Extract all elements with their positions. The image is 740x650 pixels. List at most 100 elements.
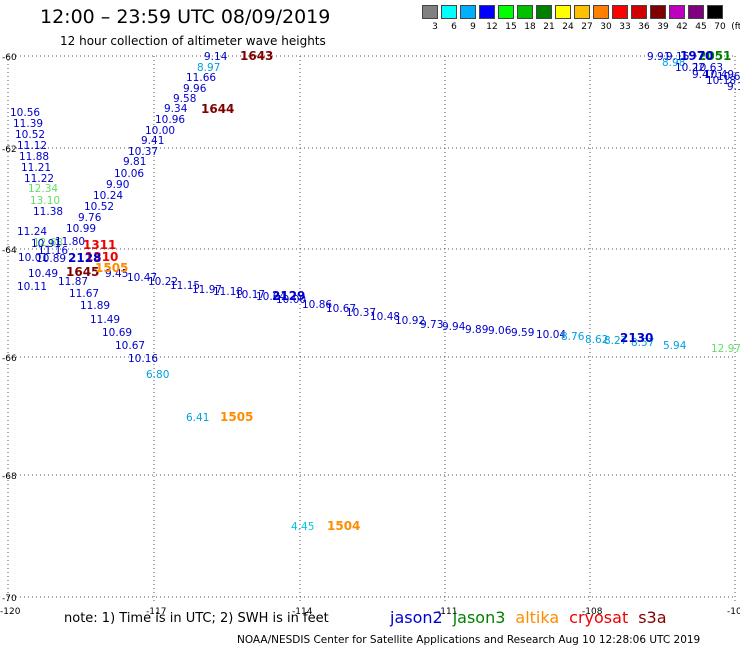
wave-height-value: 10.37 bbox=[346, 307, 376, 319]
wave-height-value: 10.06 bbox=[114, 168, 144, 180]
units-note: note: 1) Time is in UTC; 2) SWH is in fe… bbox=[64, 611, 329, 626]
wave-height-value: 10.64 bbox=[256, 291, 286, 303]
color-scale-label: 18 bbox=[524, 22, 536, 32]
color-swatch bbox=[460, 5, 476, 19]
wave-height-value: 9.90 bbox=[106, 179, 129, 191]
wave-height-value: 12.63 bbox=[33, 237, 63, 249]
color-scale-label: 45 bbox=[695, 22, 707, 32]
wave-height-value: 10.16 bbox=[128, 353, 158, 365]
color-swatch bbox=[517, 5, 533, 19]
wave-height-observations: 9.148.9711.669.969.589.3410.9610.009.411… bbox=[10, 51, 740, 533]
wave-height-value: 9.73 bbox=[420, 319, 443, 331]
wave-height-value: 10.04 bbox=[536, 329, 566, 341]
wave-height-value: 10.67 bbox=[115, 340, 145, 352]
wave-height-value: 8.57 bbox=[631, 337, 654, 349]
color-scale-label: 15 bbox=[505, 22, 517, 32]
color-scale-label: 36 bbox=[638, 22, 650, 32]
pass-time-label: 2051 bbox=[698, 49, 731, 63]
longitude-label: -111 bbox=[437, 607, 457, 617]
wave-height-value: 10.00 bbox=[145, 125, 175, 137]
wave-height-value: 8.76 bbox=[561, 331, 585, 343]
wave-height-value: 8.62 bbox=[585, 334, 608, 346]
wave-height-value: 12.97 bbox=[711, 343, 740, 355]
color-swatch bbox=[593, 5, 609, 19]
wave-height-value: 10.49 bbox=[704, 69, 734, 81]
latitude-label: -70 bbox=[2, 594, 17, 604]
wave-height-value: 11.21 bbox=[21, 162, 51, 174]
latitude-label: -62 bbox=[2, 145, 17, 155]
wave-height-value: 10.61 bbox=[717, 71, 740, 83]
satellite-legend: jason2 jason3 altika cryosat s3a bbox=[390, 608, 677, 627]
wave-height-value: 10.37 bbox=[128, 146, 158, 158]
legend-item-altika: altika bbox=[515, 608, 560, 627]
legend-item-cryosat: cryosat bbox=[569, 608, 629, 627]
longitude-label: -108 bbox=[582, 607, 603, 617]
wave-height-value: 9.59 bbox=[511, 327, 534, 339]
longitude-label: -105 bbox=[727, 607, 740, 617]
wave-height-value: 9.45 bbox=[105, 268, 128, 280]
wave-height-value: 5.94 bbox=[663, 340, 687, 352]
wave-height-value: 9.91 bbox=[647, 51, 670, 63]
pass-time-label: 1505 bbox=[95, 261, 128, 275]
wave-height-value: 11.16 bbox=[38, 245, 68, 257]
longitude-label: -114 bbox=[292, 607, 313, 617]
wave-height-value: 9.89 bbox=[465, 324, 488, 336]
pass-time-label: 1311 bbox=[83, 238, 116, 252]
color-swatch bbox=[631, 5, 647, 19]
color-scale-label: 39 bbox=[657, 22, 669, 32]
wave-height-value: 10.18 bbox=[706, 75, 736, 87]
wave-height-value: 11.18 bbox=[213, 286, 243, 298]
wave-height-value: 10.01 bbox=[18, 252, 48, 264]
color-swatch bbox=[441, 5, 457, 19]
pass-time-label: 1310 bbox=[85, 250, 118, 264]
wave-height-value: 10.91 bbox=[31, 238, 61, 250]
wave-height-value: 8.97 bbox=[197, 62, 220, 74]
latitude-label: -68 bbox=[2, 472, 17, 482]
wave-height-value: 10.47 bbox=[127, 272, 157, 284]
color-scale-label: 21 bbox=[543, 22, 555, 32]
legend-item-jason3: jason3 bbox=[452, 608, 506, 627]
color-scale-label: 6 bbox=[451, 22, 457, 32]
wave-height-value: 9.47 bbox=[692, 69, 715, 81]
wave-height-value: 10.99 bbox=[66, 223, 96, 235]
color-swatch bbox=[422, 5, 438, 19]
wave-height-value: 11.87 bbox=[58, 276, 88, 288]
color-scale-label: 30 bbox=[600, 22, 612, 32]
wave-height-value: 10.89 bbox=[36, 253, 66, 265]
wave-height-value: 10.22 bbox=[675, 62, 705, 74]
pass-time-label: 1505 bbox=[220, 410, 253, 424]
wave-height-value: 10.69 bbox=[102, 327, 132, 339]
pass-time-label: 2130 bbox=[620, 331, 653, 345]
wave-height-value: 10.00 bbox=[276, 294, 306, 306]
longitude-label: -117 bbox=[146, 607, 166, 617]
longitude-label: -120 bbox=[0, 607, 21, 617]
color-scale-label: 33 bbox=[619, 22, 631, 32]
color-swatch bbox=[555, 5, 571, 19]
wave-height-value: 9.34 bbox=[164, 103, 188, 115]
color-swatch bbox=[536, 5, 552, 19]
wave-height-value: 11.89 bbox=[80, 300, 110, 312]
color-scale-label: 42 bbox=[676, 22, 688, 32]
wave-height-value: 11.12 bbox=[17, 140, 47, 152]
pass-time-label: 1645 bbox=[66, 265, 99, 279]
map-title: 12:00 – 23:59 UTC 08/09/2019 bbox=[40, 6, 331, 28]
color-swatch bbox=[479, 5, 495, 19]
wave-height-value: 11.15 bbox=[170, 280, 200, 292]
pass-time-label: 2128 bbox=[68, 251, 101, 265]
wave-height-value: 10.52 bbox=[15, 129, 45, 141]
wave-height-value: 10.86 bbox=[302, 299, 332, 311]
color-scale-label: 24 bbox=[562, 22, 574, 32]
wave-height-value: 11.49 bbox=[90, 314, 120, 326]
color-swatch bbox=[688, 5, 704, 19]
wave-height-value: 13.10 bbox=[30, 195, 60, 207]
color-swatch bbox=[498, 5, 514, 19]
wave-height-value: 9.58 bbox=[173, 93, 196, 105]
wave-height-value: 9.41 bbox=[141, 135, 164, 147]
wave-height-value: 11.88 bbox=[19, 151, 49, 163]
wave-height-value: 10.22 bbox=[148, 276, 178, 288]
pass-time-label: 1643 bbox=[240, 49, 273, 63]
color-swatch bbox=[574, 5, 590, 19]
wave-height-value: 9.1 bbox=[727, 81, 740, 93]
pass-time-label: 1644 bbox=[201, 102, 234, 116]
wave-height-value: 12.34 bbox=[28, 183, 58, 195]
